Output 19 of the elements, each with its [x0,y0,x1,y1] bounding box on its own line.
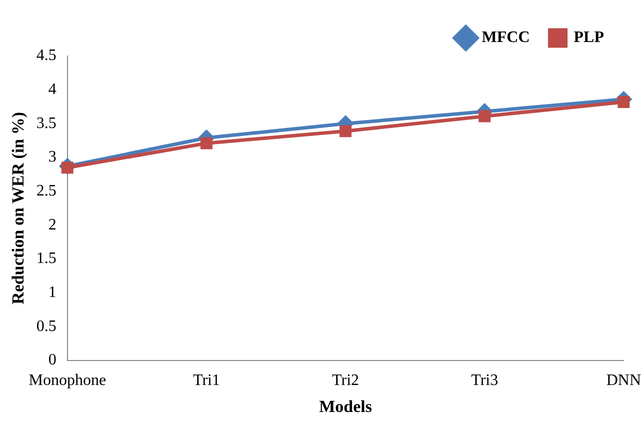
y-tick-label: 2 [48,216,56,234]
y-axis-title: Reduction on WER (in %) [8,112,28,304]
legend-label: MFCC [482,29,530,46]
y-tick-label: 4 [48,81,56,98]
x-tick-label: Tri1 [192,372,220,390]
x-tick-label: Monophone [28,372,106,390]
x-axis-title: Models [319,397,372,416]
x-tick-label: DNN [606,372,642,390]
x-tick-label: Tri2 [332,372,360,390]
x-tick-label: Tri3 [471,372,498,390]
y-tick-label: 0 [48,352,56,369]
y-tick-label: 2.5 [36,182,56,200]
y-tick-label: 4.5 [36,47,56,64]
y-tick-label: 3 [48,148,56,166]
y-tick-label: 0.5 [36,318,56,335]
legend-label: PLP [574,29,604,46]
y-tick-label: 1 [48,284,56,301]
y-tick-label: 1.5 [36,250,56,268]
y-tick-label: 3.5 [36,114,56,132]
